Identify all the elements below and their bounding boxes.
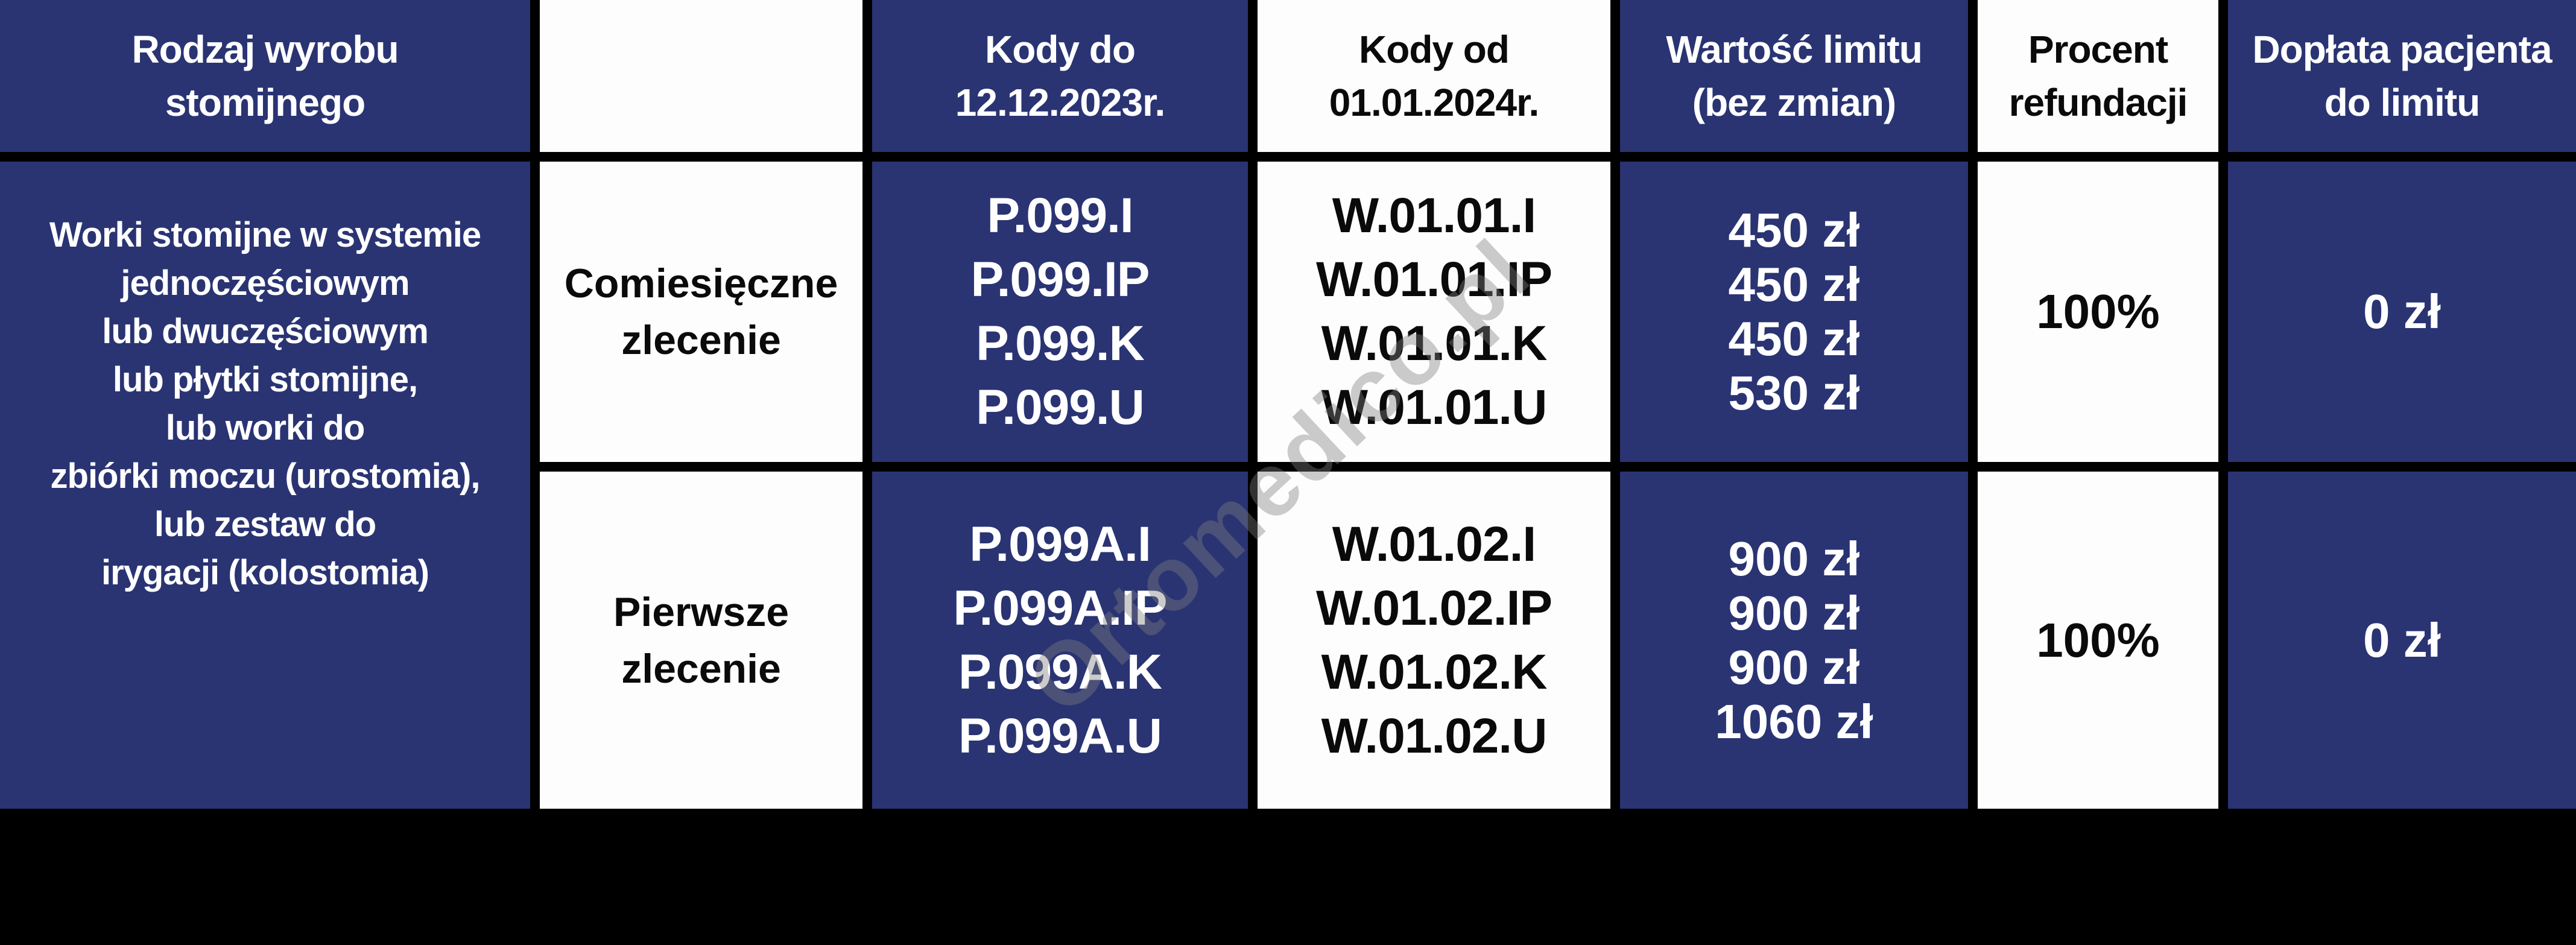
row1-refund-percent: 100% bbox=[1978, 162, 2218, 462]
header-refund-percent: Procent refundacji bbox=[1978, 0, 2218, 152]
reimbursement-table-page: { "colors": { "navy": "#2a3473", "grid_b… bbox=[0, 0, 2576, 809]
row2-refund-percent: 100% bbox=[1978, 472, 2218, 809]
header-order-type bbox=[540, 0, 862, 152]
row1-order-type: Comiesięczne zlecenie bbox=[540, 162, 862, 462]
row2-codes-until: P.099A.I P.099A.IP P.099A.K P.099A.U bbox=[872, 472, 1248, 809]
row1-codes-from: W.01.01.I W.01.01.IP W.01.01.K W.01.01.U bbox=[1258, 162, 1610, 462]
row2-codes-from: W.01.02.I W.01.02.IP W.01.02.K W.01.02.U bbox=[1258, 472, 1610, 809]
row2-order-type: Pierwsze zlecenie bbox=[540, 472, 862, 809]
header-codes-from: Kody od 01.01.2024r. bbox=[1258, 0, 1610, 152]
header-codes-until: Kody do 12.12.2023r. bbox=[872, 0, 1248, 152]
row2-limit-value: 900 zł 900 zł 900 zł 1060 zł bbox=[1620, 472, 1968, 809]
product-name-cell: Worki stomijne w systemie jednoczęściowy… bbox=[0, 162, 530, 809]
row2-patient-copay: 0 zł bbox=[2228, 472, 2576, 809]
header-limit-value: Wartość limitu (bez zmian) bbox=[1620, 0, 1968, 152]
reimbursement-table: Rodzaj wyrobu stomijnego Kody do 12.12.2… bbox=[0, 0, 2576, 809]
row1-codes-until: P.099.I P.099.IP P.099.K P.099.U bbox=[872, 162, 1248, 462]
header-patient-copay: Dopłata pacjenta do limitu bbox=[2228, 0, 2576, 152]
row1-limit-value: 450 zł 450 zł 450 zł 530 zł bbox=[1620, 162, 1968, 462]
header-product-type: Rodzaj wyrobu stomijnego bbox=[0, 0, 530, 152]
row1-patient-copay: 0 zł bbox=[2228, 162, 2576, 462]
